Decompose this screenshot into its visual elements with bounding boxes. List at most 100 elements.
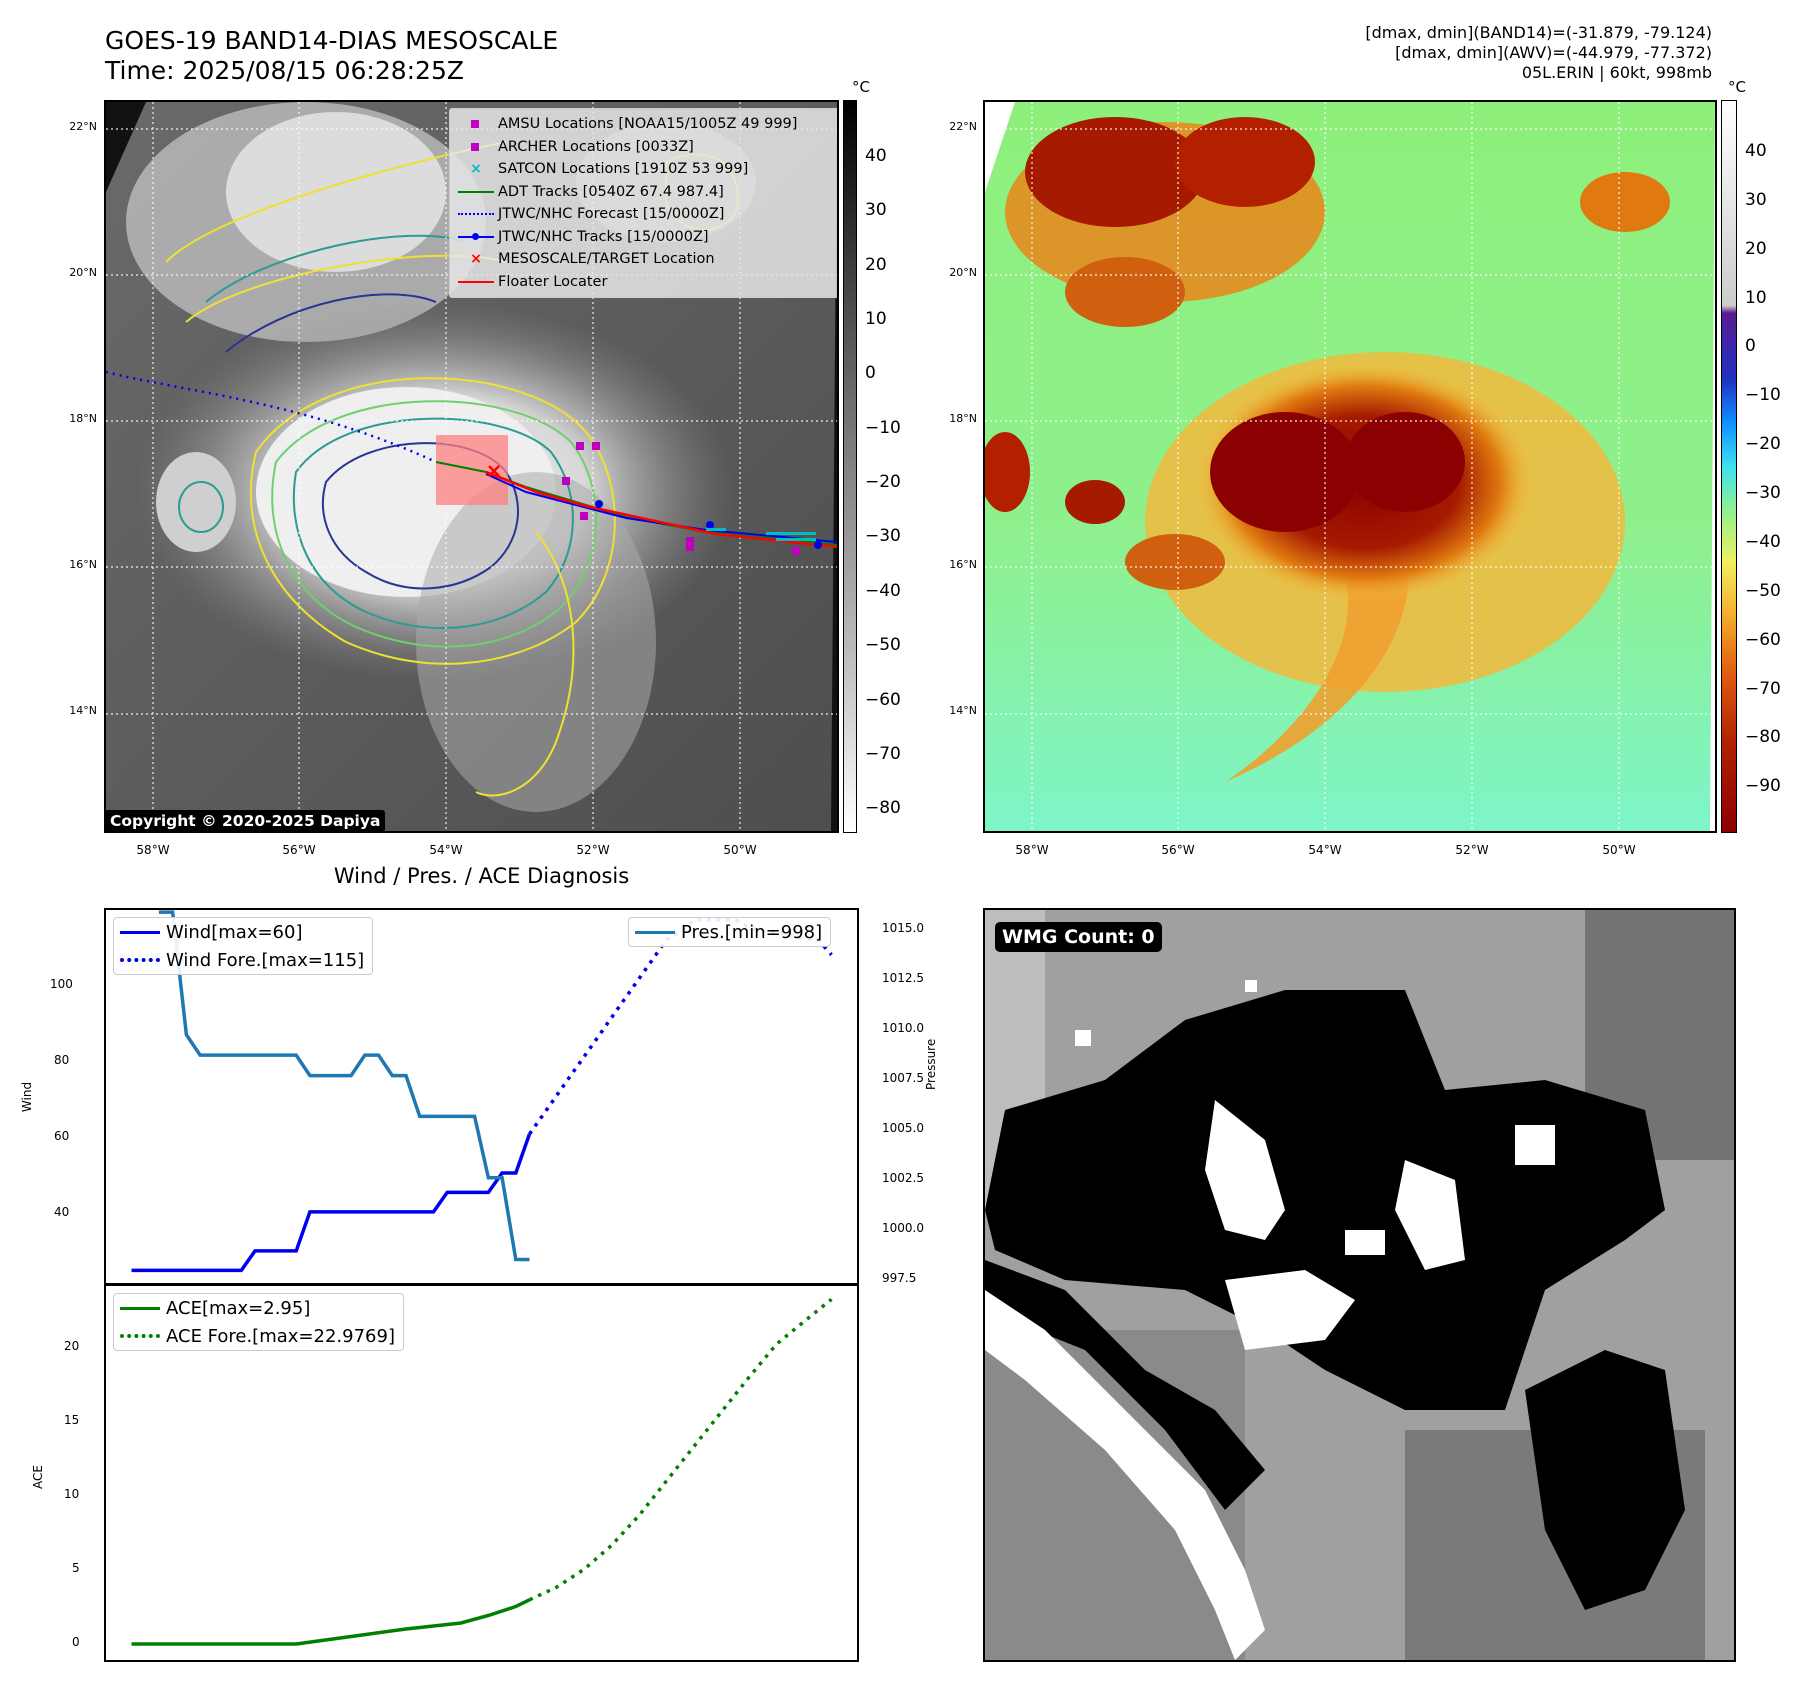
legend-x-icon: ×: [470, 161, 482, 178]
colorbar-tick: −50: [1745, 581, 1781, 601]
chart-title: Wind / Pres. / ACE Diagnosis: [333, 864, 630, 888]
legend-item: ACE Fore.[max=22.9769]: [114, 1322, 403, 1350]
lon-label: 56°W: [282, 843, 316, 857]
lat-label: 18°N: [949, 412, 977, 425]
colorbar-tick: −30: [865, 526, 901, 546]
colorbar-left-ticks: 40 30 20 10 0 −10 −20 −30 −40 −50 −60 −7…: [865, 0, 905, 1690]
ace-tick: 5: [72, 1561, 80, 1575]
colorbar-tick: 40: [865, 146, 887, 166]
pressure-tick: 997.5: [882, 1271, 917, 1285]
colorbar-tick: 20: [1745, 239, 1767, 259]
lat-label: 18°N: [69, 412, 97, 425]
series-line-1: [528, 1297, 833, 1602]
lon-label: 54°W: [429, 843, 463, 857]
colorbar-tick: −70: [1745, 679, 1781, 699]
series-line-0: [131, 1598, 531, 1646]
colorbar-left: [843, 100, 857, 833]
colorbar-right-ticks: 40 30 20 10 0 −10 −20 −30 −40 −50 −60 −7…: [1745, 0, 1795, 1690]
colorbar-tick: −80: [865, 798, 901, 818]
colorbar-tick: −80: [1745, 727, 1781, 747]
colorbar-tick: 30: [865, 200, 887, 220]
colorbar-right: [1721, 100, 1737, 833]
legend-dotted-icon: [454, 204, 498, 224]
info-line2: [dmax, dmin](AWV)=(-44.979, -77.372): [1395, 43, 1712, 62]
pressure-tick: 1007.5: [882, 1071, 924, 1085]
legend-item: Wind Fore.[max=115]: [114, 946, 372, 974]
legend-item: JTWC/NHC Tracks [15/0000Z]: [454, 226, 836, 249]
lon-label: 50°W: [723, 843, 757, 857]
wind-pressure-ticks: 40 60 80 100 997.5 1000.0 1002.5 1005.0 …: [0, 0, 924, 1649]
legend-item: × SATCON Locations [1910Z 53 999]: [454, 158, 836, 181]
colorbar-tick: −60: [1745, 630, 1781, 650]
wind-chart-frame: [104, 908, 859, 1284]
legend-line-dot-icon: [454, 227, 498, 247]
legend-solid-line-icon: [114, 922, 166, 942]
legend-item: Wind[max=60]: [114, 918, 372, 946]
legend-item: ADT Tracks [0540Z 67.4 987.4]: [454, 181, 836, 204]
pressure-tick: 1015.0: [882, 921, 924, 935]
wind-tick: 40: [54, 1205, 70, 1219]
colorbar-tick: −90: [1745, 776, 1781, 796]
ace-tick: 15: [64, 1413, 80, 1427]
pressure-tick: 1012.5: [882, 971, 924, 985]
map-legend: AMSU Locations [NOAA15/1005Z 49 999] ARC…: [449, 108, 837, 298]
lon-label: 58°W: [1015, 843, 1049, 857]
info-line1: [dmax, dmin](BAND14)=(-31.879, -79.124): [1365, 23, 1712, 42]
colorbar-tick: −50: [865, 635, 901, 655]
lon-label: 54°W: [1308, 843, 1342, 857]
pressure-tick: 1010.0: [882, 1021, 924, 1035]
title-line2: Time: 2025/08/15 06:28:25Z: [105, 56, 464, 85]
series-line-0: [131, 1133, 532, 1273]
legend-item: AMSU Locations [NOAA15/1005Z 49 999]: [454, 113, 836, 136]
colorbar-tick: −70: [865, 744, 901, 764]
lat-label: 22°N: [949, 120, 977, 133]
series-line-2: [158, 910, 530, 1262]
colorbar-tick: 0: [1745, 336, 1756, 356]
pressure-legend: Pres.[min=998]: [628, 917, 832, 947]
legend-x-icon: ×: [470, 251, 482, 268]
ace-chart-frame: [104, 1284, 859, 1662]
colorbar-tick: −30: [1745, 483, 1781, 503]
lon-label: 58°W: [136, 843, 170, 857]
lat-label: 22°N: [69, 120, 97, 133]
legend-item: Pres.[min=998]: [629, 918, 830, 946]
colorbar-tick: 20: [865, 255, 887, 275]
ace-legend: ACE[max=2.95] ACE Fore.[max=22.9769]: [113, 1293, 404, 1351]
ir-satellite-map: Copyright © 2020-2025 Dapiya AMSU Locati…: [104, 100, 839, 833]
pressure-tick: 1002.5: [882, 1171, 924, 1185]
wmg-count-label: WMG Count: 0: [995, 922, 1162, 952]
lon-label: 52°W: [576, 843, 610, 857]
colorbar-tick: 10: [1745, 288, 1767, 308]
lat-label: 14°N: [949, 704, 977, 717]
legend-solid-line-icon: [629, 922, 681, 942]
lat-label: 16°N: [949, 558, 977, 571]
colorbar-tick: −40: [865, 581, 901, 601]
legend-line-icon: [454, 272, 498, 292]
legend-item: ACE[max=2.95]: [114, 1294, 403, 1322]
legend-dotted-line-icon: [114, 950, 166, 970]
wind-legend: Wind[max=60] Wind Fore.[max=115]: [113, 917, 374, 975]
ace-chart: [104, 1284, 859, 1662]
legend-square-icon: [454, 114, 498, 134]
ylabel-wind: Wind: [20, 1081, 35, 1113]
pressure-tick: 1000.0: [882, 1221, 924, 1235]
wmg-panel: WMG Count: 0: [983, 908, 1736, 1662]
ylabel-ace: ACE: [30, 1465, 45, 1489]
lon-label: 50°W: [1602, 843, 1636, 857]
copyright-label: Copyright © 2020-2025 Dapiya: [106, 810, 386, 831]
colorbar-tick: −10: [1745, 385, 1781, 405]
lat-label: 20°N: [69, 266, 97, 279]
lon-label: 56°W: [1161, 843, 1195, 857]
title-line1: GOES-19 BAND14-DIAS MESOSCALE: [105, 26, 559, 55]
colorbar-right-unit: °C: [1728, 78, 1746, 96]
wind-tick: 100: [50, 977, 73, 991]
series-line-1: [528, 917, 833, 1136]
legend-item: Floater Locater: [454, 271, 836, 294]
legend-item: ARCHER Locations [0033Z]: [454, 136, 836, 159]
colorbar-tick: 40: [1745, 141, 1767, 161]
colorbar-tick: −20: [1745, 434, 1781, 454]
pressure-tick: 1005.0: [882, 1121, 924, 1135]
legend-square-icon: [454, 137, 498, 157]
colorbar-tick: −10: [865, 418, 901, 438]
lat-label: 16°N: [69, 558, 97, 571]
